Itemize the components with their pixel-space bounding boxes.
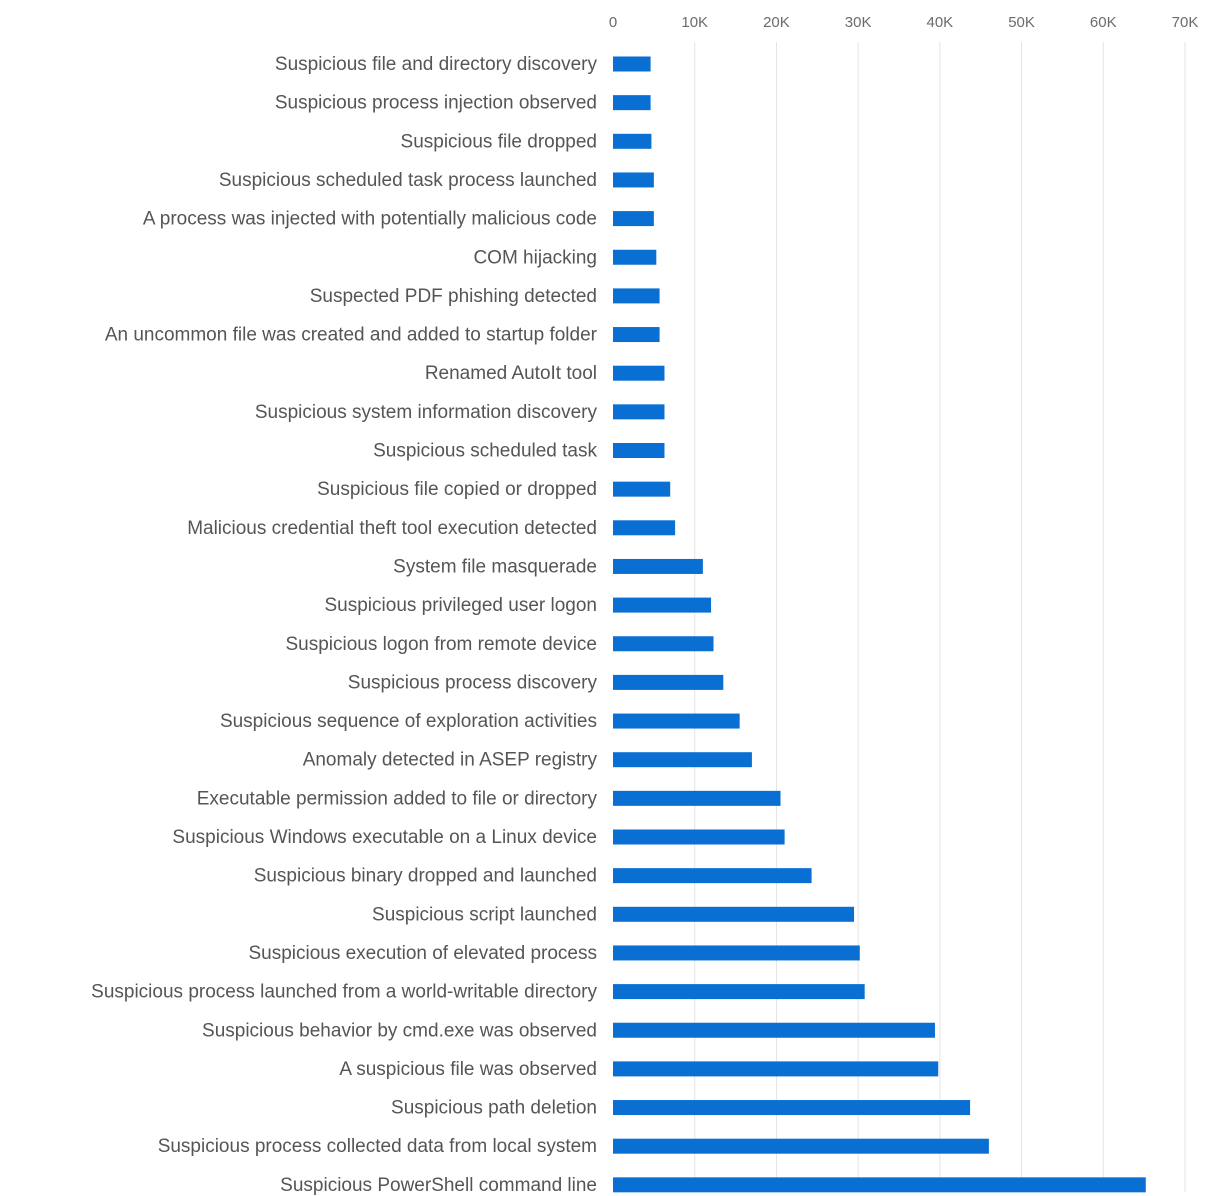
x-tick-label: 0 — [609, 14, 617, 31]
category-label: Suspicious sequence of exploration activ… — [220, 711, 597, 732]
category-label: Suspicious process injection observed — [275, 93, 597, 114]
bar[interactable] — [613, 1138, 989, 1154]
x-tick-label: 20K — [763, 14, 790, 31]
category-label: Suspicious logon from remote device — [285, 634, 597, 655]
bar[interactable] — [613, 249, 657, 265]
bar[interactable] — [613, 443, 665, 458]
category-label: Malicious credential theft tool executio… — [187, 518, 597, 539]
category-label: Suspicious process launched from a world… — [91, 982, 597, 1003]
bar[interactable] — [613, 1177, 1146, 1193]
bar[interactable] — [613, 327, 660, 343]
category-label: System file masquerade — [393, 556, 597, 577]
category-label: Suspicious execution of elevated process — [248, 943, 597, 964]
category-label: Suspicious PowerShell command line — [280, 1175, 597, 1196]
bar[interactable] — [613, 1100, 971, 1116]
category-label: Suspicious behavior by cmd.exe was obser… — [202, 1020, 597, 1041]
bar[interactable] — [613, 404, 665, 420]
category-label: Suspicious system information discovery — [255, 402, 598, 423]
category-label: Suspicious binary dropped and launched — [254, 866, 597, 887]
bar[interactable] — [613, 365, 665, 381]
category-label: Suspicious privileged user logon — [325, 595, 598, 616]
bar[interactable] — [613, 868, 812, 884]
category-label: Suspicious scheduled task — [373, 441, 597, 462]
category-label: A suspicious file was observed — [339, 1059, 597, 1080]
bar[interactable] — [613, 752, 752, 768]
bar[interactable] — [613, 597, 712, 613]
bar[interactable] — [613, 636, 714, 652]
x-tick-label: 70K — [1172, 14, 1199, 31]
category-label: Suspicious file copied or dropped — [317, 479, 597, 500]
x-tick-label: 10K — [681, 14, 708, 31]
category-label: Renamed AutoIt tool — [425, 363, 597, 384]
category-label: A process was injected with potentially … — [143, 209, 597, 230]
category-label: Suspicious process discovery — [348, 672, 598, 693]
category-label: Suspicious file dropped — [401, 131, 597, 152]
bars — [613, 56, 1146, 1193]
bar[interactable] — [613, 481, 671, 497]
category-label: COM hijacking — [473, 247, 597, 268]
bar[interactable] — [613, 674, 724, 690]
bar[interactable] — [613, 790, 781, 806]
bar[interactable] — [613, 1061, 939, 1077]
category-label: Anomaly detected in ASEP registry — [303, 750, 598, 771]
x-tick-label: 40K — [927, 14, 954, 31]
x-tick-label: 50K — [1008, 14, 1035, 31]
bar[interactable] — [613, 984, 865, 1000]
bar[interactable] — [613, 558, 703, 574]
bar[interactable] — [613, 1022, 935, 1038]
bar[interactable] — [613, 56, 651, 72]
category-label: Suspicious process collected data from l… — [158, 1136, 597, 1157]
category-label: Suspicious path deletion — [391, 1098, 597, 1119]
bar[interactable] — [613, 288, 660, 304]
bar[interactable] — [613, 945, 860, 961]
bar[interactable] — [613, 211, 654, 227]
category-label: Suspicious script launched — [372, 904, 597, 925]
category-label: Executable permission added to file or d… — [197, 788, 598, 809]
category-labels: Suspicious file and directory discovery S… — [91, 54, 598, 1196]
category-label: Suspicious scheduled task process launch… — [219, 170, 597, 191]
category-label: Suspicious Windows executable on a Linux… — [172, 827, 597, 848]
bar[interactable] — [613, 829, 785, 845]
x-axis-ticks: 0 10K 20K 30K 40K 50K 60K 70K — [609, 14, 1199, 31]
category-label: Suspicious file and directory discovery — [275, 54, 598, 75]
category-label: Suspected PDF phishing detected — [310, 286, 597, 307]
x-tick-label: 30K — [845, 14, 872, 31]
bar[interactable] — [613, 713, 740, 729]
bar[interactable] — [613, 520, 676, 536]
bar[interactable] — [613, 906, 855, 922]
category-label: An uncommon file was created and added t… — [105, 325, 598, 346]
gridlines — [694, 42, 1186, 1192]
bar[interactable] — [613, 133, 652, 149]
bar[interactable] — [613, 172, 654, 188]
bar[interactable] — [613, 95, 651, 111]
x-tick-label: 60K — [1090, 14, 1117, 31]
